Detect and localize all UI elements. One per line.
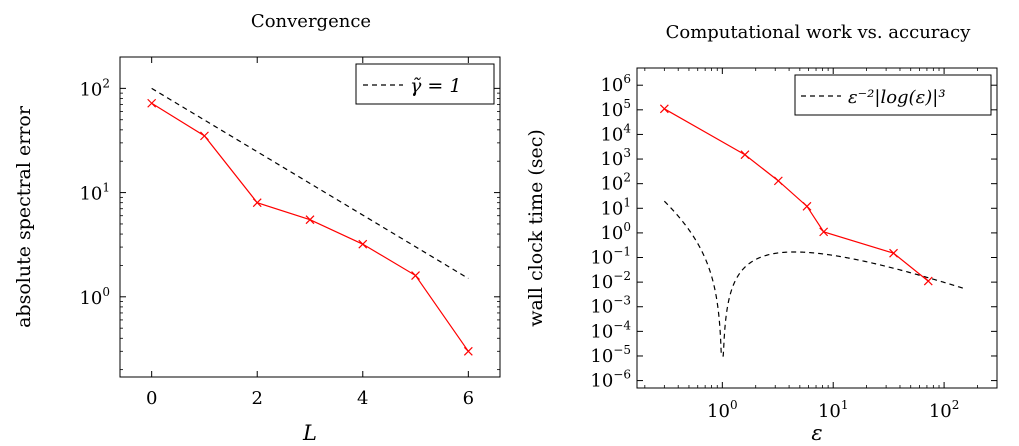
y-tick-label: 104 xyxy=(600,121,631,145)
y-tick-label: 10−2 xyxy=(590,269,631,293)
y-tick-label: 100 xyxy=(79,285,110,309)
chart1-legend-label: γ̃ = 1 xyxy=(410,75,461,97)
chart1-legend: γ̃ = 1 xyxy=(355,63,495,105)
chart2-legend-box xyxy=(794,74,992,116)
work-vs-accuracy-chart: Computational work vs. accuracy 100 101 10… xyxy=(525,22,998,445)
chart1-ylabel: absolute spectral error xyxy=(13,105,35,328)
chart1-series xyxy=(147,87,473,356)
data-point xyxy=(740,150,750,160)
data-point xyxy=(659,104,669,114)
chart1-legend-box xyxy=(355,63,495,105)
chart2-legend-label: ε⁻²|log(ε)|³ xyxy=(848,87,946,108)
x-tick-label: 102 xyxy=(929,398,960,422)
x-tick-label: 101 xyxy=(818,398,849,422)
chart1-plot-area xyxy=(119,56,501,378)
x-tick-label: 4 xyxy=(357,388,368,409)
reference-dashed-curve xyxy=(663,200,964,357)
x-tick-label: 6 xyxy=(463,388,474,409)
reference-dashed-line xyxy=(151,87,469,279)
chart2-plot-area xyxy=(636,67,998,389)
chart2-series xyxy=(659,104,964,357)
chart2-ylabel: wall clock time (sec) xyxy=(525,129,547,327)
y-tick-label: 100 xyxy=(600,220,631,244)
chart2-title: Computational work vs. accuracy xyxy=(666,22,972,43)
data-point xyxy=(200,131,209,141)
data-point xyxy=(411,271,420,280)
y-tick-label: 10−5 xyxy=(590,343,631,367)
x-tick-label: 100 xyxy=(707,398,738,422)
chart2-x-ticks: 100 101 102 xyxy=(644,68,998,422)
chart2-legend: ε⁻²|log(ε)|³ xyxy=(794,74,992,116)
x-tick-label: 0 xyxy=(146,388,157,409)
y-tick-label: 101 xyxy=(79,181,110,205)
y-tick-label: 103 xyxy=(600,146,631,170)
y-tick-label: 102 xyxy=(600,171,631,195)
y-tick-label: 105 xyxy=(600,97,631,121)
y-tick-label: 10−4 xyxy=(590,318,631,342)
data-point xyxy=(358,239,368,249)
y-tick-label: 10−1 xyxy=(590,245,631,269)
data-point xyxy=(923,276,933,286)
convergence-chart: Convergence 0 2 4 6 100 101 102 γ̃ = 1 L abso… xyxy=(13,11,501,445)
chart1-x-ticks: 0 2 4 6 xyxy=(146,57,474,409)
y-tick-label: 102 xyxy=(79,76,110,100)
data-point xyxy=(305,215,315,225)
y-tick-label: 10−3 xyxy=(590,294,631,318)
data-point xyxy=(889,248,898,258)
data-point xyxy=(819,227,829,237)
x-tick-label: 2 xyxy=(251,388,262,409)
y-tick-label: 101 xyxy=(600,195,631,219)
chart1-title: Convergence xyxy=(251,11,371,32)
error-series-line xyxy=(151,102,469,352)
data-point xyxy=(802,201,812,211)
data-point xyxy=(463,346,473,356)
data-point xyxy=(773,176,783,186)
chart1-xlabel: L xyxy=(302,421,317,445)
data-point xyxy=(252,198,262,208)
chart2-y-ticks: 10−610−510−410−310−210−11001011021031041… xyxy=(590,72,997,392)
chart1-y-ticks: 100 101 102 xyxy=(79,56,500,371)
y-tick-label: 106 xyxy=(600,72,631,96)
data-point xyxy=(147,98,157,108)
chart2-xlabel: ε xyxy=(811,421,822,445)
y-tick-label: 10−6 xyxy=(590,368,631,392)
